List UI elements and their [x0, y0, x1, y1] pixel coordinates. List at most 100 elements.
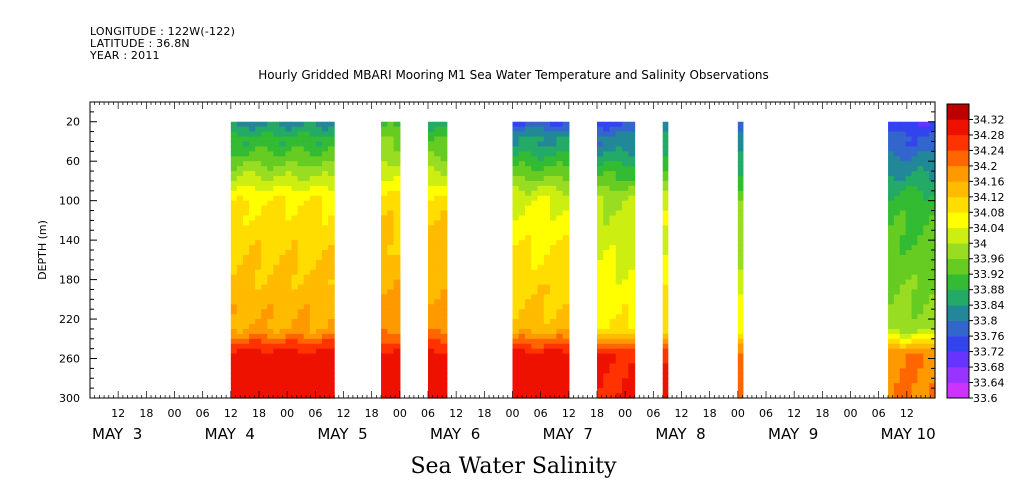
salinity-cell [309, 353, 317, 360]
salinity-cell [597, 250, 604, 256]
salinity-cell [328, 363, 335, 369]
salinity-cell [279, 230, 287, 236]
salinity-cell [628, 240, 636, 246]
salinity-cell [923, 131, 930, 138]
salinity-cell [888, 131, 895, 138]
salinity-cell [543, 388, 551, 394]
salinity-cell [249, 373, 256, 379]
salinity-cell [911, 259, 918, 266]
salinity-cell [525, 299, 532, 305]
salinity-cell [267, 245, 274, 251]
salinity-cell [603, 274, 611, 281]
salinity-cell [518, 383, 526, 389]
salinity-cell [662, 259, 669, 266]
salinity-cell [929, 195, 936, 202]
salinity-cell [662, 131, 669, 138]
salinity-cell [905, 309, 913, 315]
salinity-cell [393, 259, 401, 266]
x-tick-label: 18 [139, 407, 153, 420]
salinity-cell [512, 264, 520, 271]
salinity-cell [285, 289, 293, 295]
salinity-cell [249, 289, 256, 295]
salinity-cell [381, 176, 388, 182]
salinity-cell [291, 171, 299, 177]
salinity-cell [597, 156, 604, 162]
salinity-cell [428, 225, 435, 231]
x-tick-label: 12 [337, 407, 351, 420]
salinity-cell [303, 190, 311, 197]
salinity-cell [888, 264, 895, 271]
salinity-cell [230, 264, 238, 271]
salinity-cell [556, 131, 564, 138]
salinity-cell [303, 156, 311, 162]
salinity-cell [525, 210, 532, 217]
salinity-cell [267, 269, 274, 276]
salinity-cell [531, 180, 539, 187]
salinity-cell [297, 225, 305, 231]
salinity-cell [267, 309, 274, 315]
salinity-cell [249, 250, 256, 256]
salinity-cell [923, 225, 930, 231]
salinity-cell [381, 304, 388, 310]
salinity-cell [518, 338, 526, 345]
salinity-cell [512, 274, 520, 281]
salinity-cell [615, 250, 623, 256]
salinity-cell [387, 195, 395, 202]
salinity-cell [381, 156, 388, 162]
y-tick-label: 260 [59, 353, 80, 366]
salinity-cell [923, 328, 930, 335]
salinity-cell [609, 185, 617, 192]
salinity-cell [628, 343, 636, 350]
salinity-cell [309, 161, 317, 167]
salinity-cell [230, 200, 238, 207]
salinity-cell [543, 195, 551, 202]
salinity-cell [255, 195, 262, 202]
salinity-cell [531, 121, 539, 128]
salinity-cell [387, 250, 395, 256]
salinity-cell [888, 176, 895, 182]
salinity-cell [609, 264, 617, 271]
salinity-cell [543, 373, 551, 379]
salinity-cell [537, 146, 545, 152]
salinity-cell [242, 126, 250, 133]
salinity-cell [434, 185, 442, 192]
salinity-cell [285, 294, 293, 300]
salinity-cell [267, 250, 274, 256]
salinity-cell [328, 250, 335, 256]
salinity-cell [273, 328, 281, 335]
salinity-cell [279, 121, 287, 128]
salinity-cell [537, 220, 545, 226]
salinity-cell [236, 289, 244, 295]
salinity-cell [888, 245, 895, 251]
salinity-cell [543, 319, 551, 325]
salinity-cell [321, 314, 329, 320]
salinity-cell [315, 373, 323, 379]
salinity-cell [603, 146, 611, 152]
salinity-cell [888, 284, 895, 291]
salinity-cell [911, 343, 918, 350]
salinity-cell [899, 289, 907, 295]
salinity-cell [531, 299, 539, 305]
salinity-cell [309, 230, 317, 236]
colorbar-swatch [947, 367, 969, 383]
salinity-cell [550, 185, 557, 192]
salinity-cell [899, 324, 907, 330]
salinity-cell [905, 264, 913, 271]
salinity-cell [622, 348, 629, 355]
salinity-cell [923, 200, 930, 207]
salinity-cell [236, 161, 244, 167]
salinity-cell [267, 210, 274, 217]
salinity-cell [525, 353, 532, 360]
salinity-cell [615, 343, 623, 350]
salinity-cell [285, 166, 293, 172]
salinity-cell [512, 235, 520, 241]
salinity-cell [899, 195, 907, 202]
salinity-cell [737, 205, 744, 212]
salinity-cell [662, 180, 669, 187]
salinity-cell [285, 338, 293, 345]
salinity-cell [603, 200, 611, 207]
salinity-cell [609, 250, 617, 256]
salinity-cell [905, 289, 913, 295]
salinity-cell [230, 151, 238, 157]
salinity-cell [628, 353, 636, 360]
